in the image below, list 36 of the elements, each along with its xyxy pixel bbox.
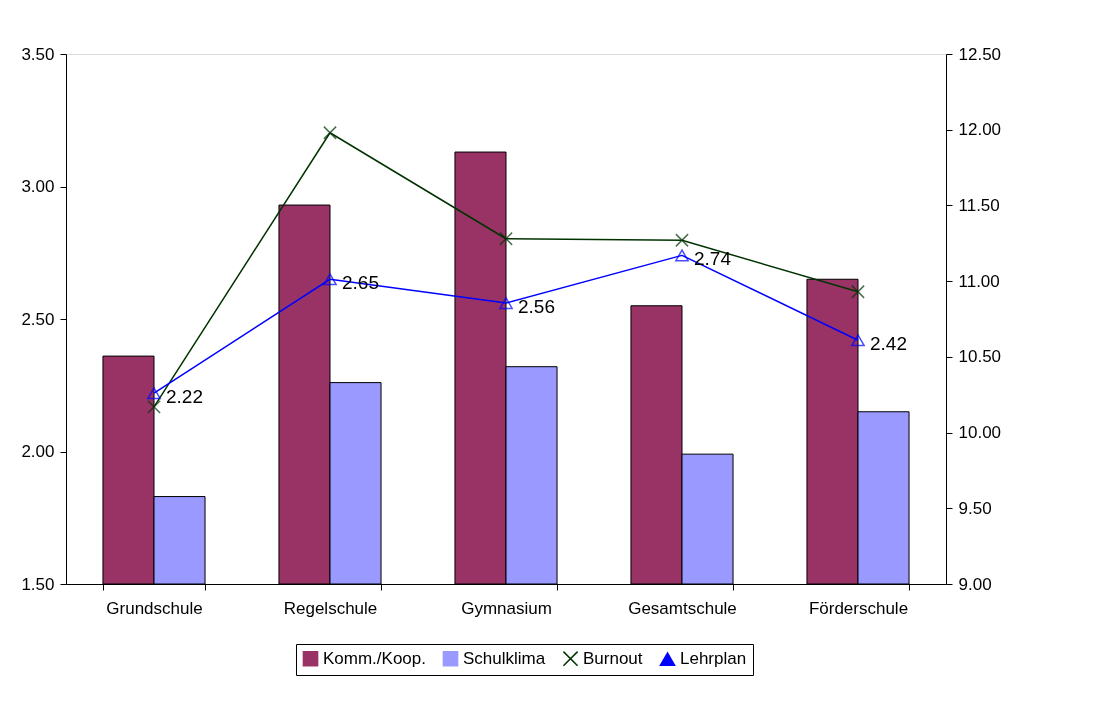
y2-tick-label: 12.50 <box>958 44 1002 64</box>
point <box>323 125 337 140</box>
x-tick-label: Grundschule <box>106 598 203 618</box>
y-tick-label: 3.50 <box>21 44 55 64</box>
point <box>675 249 689 262</box>
point <box>323 273 337 286</box>
point <box>147 399 161 414</box>
data-label: 2.42 <box>870 333 907 355</box>
point <box>147 387 161 400</box>
y2-tick-label: 10.00 <box>958 423 1002 443</box>
x-tick-label: Regelschule <box>283 598 378 618</box>
point <box>499 231 513 246</box>
data-label: 2.56 <box>518 296 555 318</box>
point <box>675 233 689 248</box>
y2-tick-label: 12.00 <box>958 120 1002 140</box>
x-tick-label: Förderschule <box>808 598 909 618</box>
data-label: 2.22 <box>166 386 203 408</box>
y-tick-label: 1.50 <box>21 574 55 594</box>
y2-tick-label: 9.50 <box>958 498 992 518</box>
x-tick-label: Gesamtschule <box>628 598 737 618</box>
legend-label: Schulklima <box>463 648 546 668</box>
x-tick-label: Gymnasium <box>461 598 552 618</box>
legend-label: Lehrplan <box>680 649 747 669</box>
legend-label: Komm./Koop. <box>323 648 426 668</box>
y2-tick-label: 11.00 <box>958 271 1000 291</box>
y-tick-label: 2.00 <box>21 442 55 461</box>
y2-tick-label: 9.00 <box>958 574 992 594</box>
y-tick-label: 3.00 <box>21 177 55 196</box>
point <box>851 284 865 299</box>
y2-tick-label: 11.50 <box>958 195 1000 215</box>
point <box>499 297 513 310</box>
data-label: 2.74 <box>694 248 732 270</box>
point <box>851 334 865 347</box>
y-tick-label: 2.50 <box>21 309 55 329</box>
y2-tick-label: 10.50 <box>958 347 1002 367</box>
legend-label: Burnout <box>583 648 643 668</box>
